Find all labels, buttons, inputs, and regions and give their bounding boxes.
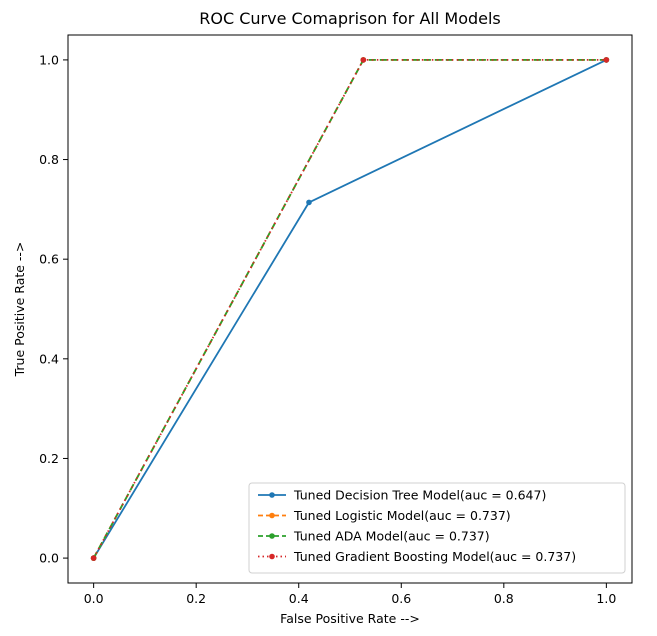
chart-title: ROC Curve Comaprison for All Models [199, 9, 501, 28]
x-axis-label: False Positive Rate --> [280, 611, 420, 626]
x-tick-label: 0.0 [84, 591, 104, 606]
x-tick-label: 1.0 [596, 591, 616, 606]
y-tick-label: 0.2 [39, 451, 59, 466]
series-0-point [306, 199, 312, 206]
y-axis-label: True Positive Rate --> [12, 242, 27, 378]
plot-area-border [67, 34, 633, 584]
series-3-point [90, 555, 97, 561]
legend-swatch-marker [269, 533, 275, 539]
axes-frame [67, 34, 633, 584]
x-tick-label: 0.8 [494, 591, 514, 606]
y-tick-label: 0.0 [39, 551, 59, 566]
y-tick-label: 0.6 [39, 252, 59, 267]
legend-swatch-marker [269, 512, 275, 519]
legend-box [248, 482, 626, 574]
x-tick-label: 0.4 [289, 591, 309, 606]
x-tick-label: 0.2 [186, 591, 206, 606]
y-tick-label: 0.8 [39, 152, 59, 167]
series-layer [90, 57, 610, 561]
legend-entry-label: Tuned Decision Tree Model(auc = 0.647) [293, 488, 546, 503]
legend-entry-label: Tuned ADA Model(auc = 0.737) [293, 529, 490, 544]
y-axis: 0.0 0.2 0.4 0.6 0.8 1.0 [39, 52, 68, 566]
legend-swatch-marker [269, 553, 275, 560]
legend-entry-label: Tuned Gradient Boosting Model(auc = 0.73… [293, 549, 576, 564]
y-tick-label: 0.4 [39, 351, 59, 366]
legend: Tuned Decision Tree Model(auc = 0.647) Tu… [248, 482, 626, 574]
series-3-point [603, 57, 610, 63]
legend-entry-label: Tuned Logistic Model(auc = 0.737) [293, 508, 511, 523]
y-tick-label: 1.0 [39, 52, 59, 67]
legend-swatch-marker [269, 492, 275, 498]
series-3-point [360, 57, 367, 63]
x-tick-label: 0.6 [391, 591, 411, 606]
x-axis: 0.0 0.2 0.4 0.6 0.8 1.0 [84, 583, 616, 606]
